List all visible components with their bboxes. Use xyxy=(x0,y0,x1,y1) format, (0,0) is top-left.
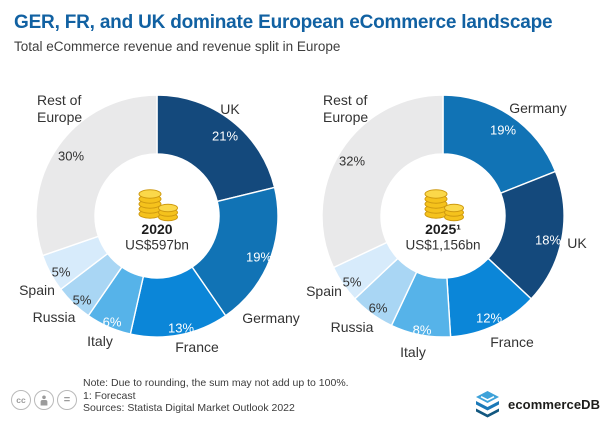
segment-label-italy-2025: Italy xyxy=(400,344,426,360)
page-title: GER, FR, and UK dominate European eComme… xyxy=(14,12,553,33)
segment-label-russia-2020: Russia xyxy=(32,309,76,325)
donut-segment-rest-of-europe xyxy=(35,94,158,257)
attribution-person-icon[interactable] xyxy=(34,390,54,410)
segment-label-france-2020: France xyxy=(175,339,219,355)
footer-forecast-line: 1: Forecast xyxy=(83,389,136,402)
segment-label-france-2025: France xyxy=(490,334,534,350)
footer-sources-line: Sources: Statista Digital Market Outlook… xyxy=(83,402,295,414)
donut-2020 xyxy=(35,94,279,338)
ecommercedb-layers-icon xyxy=(476,391,499,418)
segment-pct-uk-2020: 21% xyxy=(211,128,239,144)
segment-pct-italy-2025: 8% xyxy=(412,322,432,338)
segment-label-germany-2025: Germany xyxy=(509,100,567,116)
donut-segment-uk xyxy=(156,94,276,203)
segment-pct-russia-2020: 5% xyxy=(72,292,92,308)
segment-pct-rest-of-europe-2020: 30% xyxy=(57,148,85,164)
segment-label-germany-2020: Germany xyxy=(242,310,300,326)
segment-label-italy-2020: Italy xyxy=(87,333,113,349)
segment-label-uk-2025: UK xyxy=(567,235,587,251)
segment-pct-germany-2025: 19% xyxy=(489,122,517,138)
segment-pct-spain-2025: 5% xyxy=(342,274,362,290)
equal-icon[interactable]: = xyxy=(57,390,77,410)
segment-pct-italy-2020: 6% xyxy=(102,314,122,330)
segment-pct-uk-2025: 18% xyxy=(534,232,562,248)
brand-name: ecommerceDB xyxy=(508,396,600,412)
segment-label-spain-2025: Spain xyxy=(306,283,342,299)
page-subtitle: Total eCommerce revenue and revenue spli… xyxy=(14,39,341,54)
license-icons: cc = xyxy=(11,390,77,410)
chart-revenue-2025: US$1,156bn xyxy=(405,237,481,253)
chart-year-2020: 2020 xyxy=(141,221,173,237)
footer-notes: Note: Due to rounding, the sum may not a… xyxy=(83,377,349,415)
segment-label-spain-2020: Spain xyxy=(19,282,55,298)
chart-revenue-2020: US$597bn xyxy=(125,237,189,253)
coins-icon xyxy=(138,189,178,222)
donut-segment-rest-of-europe xyxy=(321,94,444,269)
chart-year-2025: 2025¹ xyxy=(425,221,461,237)
coins-icon xyxy=(424,189,464,222)
donut-2025 xyxy=(321,94,565,338)
cc-icon[interactable]: cc xyxy=(11,390,31,410)
segment-pct-france-2020: 13% xyxy=(167,320,195,336)
segment-pct-russia-2025: 6% xyxy=(368,300,388,316)
segment-pct-france-2025: 12% xyxy=(475,310,503,326)
segment-label-russia-2025: Russia xyxy=(330,319,374,335)
segment-label-rest-of-europe-2025: Rest of Europe xyxy=(323,92,369,125)
segment-label-uk-2020: UK xyxy=(220,101,240,117)
brand-logo[interactable]: ecommerceDB xyxy=(474,390,600,418)
segment-pct-rest-of-europe-2025: 32% xyxy=(338,153,366,169)
footer-note-line: Note: Due to rounding, the sum may not a… xyxy=(83,377,349,389)
segment-pct-spain-2020: 5% xyxy=(51,264,71,280)
segment-pct-germany-2020: 19% xyxy=(245,249,273,265)
segment-label-rest-of-europe-2020: Rest of Europe xyxy=(37,92,83,125)
